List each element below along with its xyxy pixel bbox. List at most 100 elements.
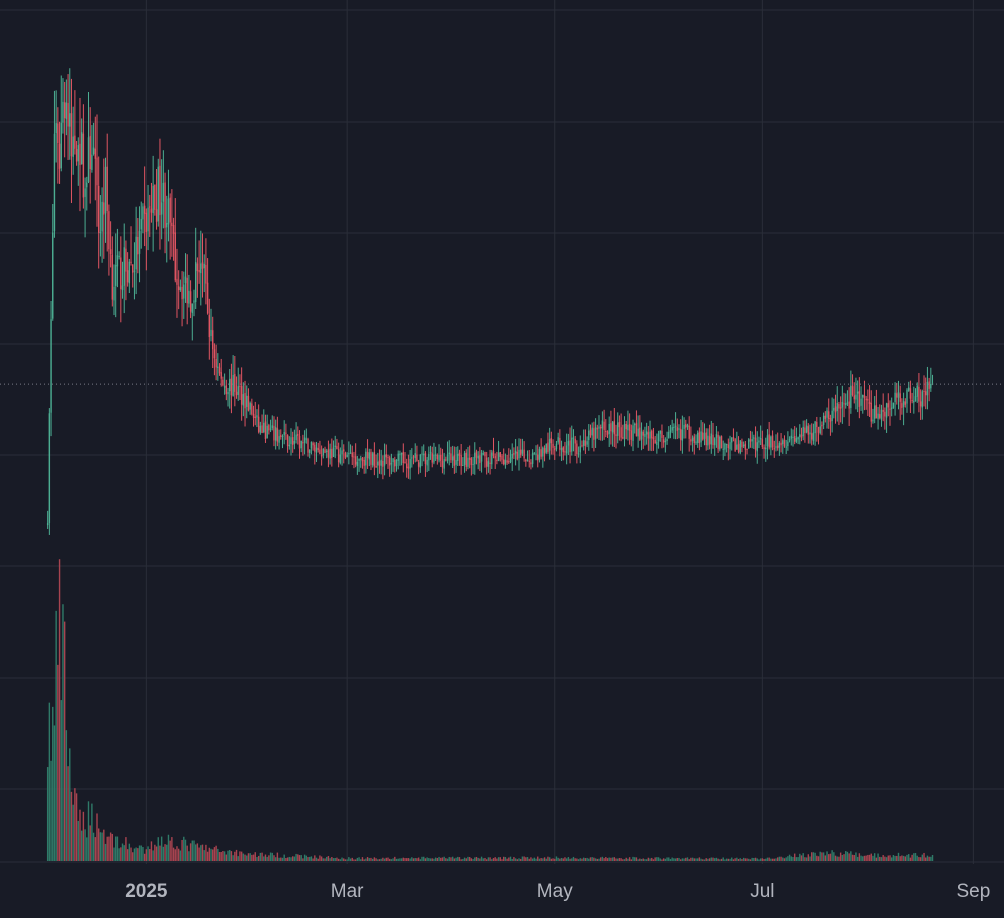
candle-body bbox=[679, 428, 682, 440]
candle-body bbox=[671, 427, 673, 431]
candle-body bbox=[106, 166, 108, 211]
candle-body bbox=[113, 286, 115, 301]
volume-bar bbox=[450, 857, 452, 861]
volume-bar bbox=[237, 856, 239, 861]
volume-bar bbox=[120, 847, 122, 861]
volume-bar bbox=[790, 856, 792, 861]
volume-bar bbox=[87, 801, 90, 861]
volume-bar bbox=[681, 858, 684, 861]
volume-bar bbox=[700, 858, 702, 861]
volume-bar bbox=[664, 858, 667, 861]
candle-body bbox=[196, 263, 199, 272]
candle-body bbox=[906, 389, 908, 404]
volume-bar bbox=[678, 857, 680, 861]
volume-bar bbox=[822, 852, 825, 861]
volume-bar bbox=[305, 855, 308, 861]
candle-body bbox=[406, 463, 408, 469]
volume-bar bbox=[851, 854, 854, 861]
candle-body bbox=[787, 441, 789, 447]
volume-bar bbox=[387, 857, 389, 861]
volume-bar bbox=[92, 832, 95, 861]
volume-bar bbox=[797, 857, 799, 861]
candle-body bbox=[894, 392, 896, 402]
volume-bar bbox=[748, 858, 750, 861]
candle-body bbox=[399, 453, 401, 455]
volume-bar bbox=[428, 858, 430, 861]
candle-body bbox=[862, 394, 864, 398]
volume-bar bbox=[557, 857, 559, 861]
candle-body bbox=[194, 262, 197, 302]
volume-bar bbox=[200, 845, 202, 861]
volume-bar bbox=[771, 858, 774, 861]
candle-body bbox=[642, 431, 644, 436]
volume-bar bbox=[751, 857, 753, 861]
candle-body bbox=[860, 398, 862, 406]
candle-body bbox=[550, 438, 553, 444]
volume-bar bbox=[897, 852, 900, 861]
candle-body bbox=[564, 451, 566, 453]
candle-body bbox=[274, 427, 277, 441]
volume-bar bbox=[729, 858, 731, 861]
volume-bar bbox=[816, 855, 818, 861]
candle-body bbox=[537, 454, 539, 461]
candle-body bbox=[404, 461, 406, 464]
candle-body bbox=[322, 448, 325, 456]
volume-bar bbox=[307, 857, 309, 861]
volume-bar bbox=[145, 849, 148, 861]
candle-body bbox=[450, 453, 452, 461]
candle-body bbox=[411, 457, 413, 459]
x-tick-label-may: May bbox=[537, 881, 573, 902]
candle-body bbox=[625, 423, 627, 430]
candle-body bbox=[700, 431, 702, 443]
candle-body bbox=[930, 383, 932, 389]
volume-bar bbox=[882, 855, 884, 861]
candle-body bbox=[526, 459, 529, 461]
volume-bar bbox=[652, 859, 655, 861]
candle-body bbox=[911, 399, 913, 402]
volume-bar bbox=[596, 858, 598, 861]
candle-body bbox=[286, 434, 289, 446]
volume-bar bbox=[55, 610, 57, 861]
volume-bar bbox=[397, 858, 399, 861]
volume-bar bbox=[579, 858, 581, 861]
volume-bar bbox=[821, 852, 823, 861]
volume-bar bbox=[205, 844, 207, 861]
volume-bar bbox=[99, 832, 102, 861]
volume-bar bbox=[508, 857, 510, 861]
volume-bar bbox=[768, 857, 770, 861]
candle-body bbox=[596, 428, 598, 430]
candle-body bbox=[419, 454, 422, 468]
volume-bar bbox=[455, 857, 457, 861]
candle-body bbox=[613, 420, 616, 435]
volume-bar bbox=[246, 855, 248, 861]
volume-bar bbox=[324, 858, 326, 861]
volume-bar bbox=[467, 856, 469, 861]
volume-bar bbox=[683, 858, 685, 861]
volume-bar bbox=[868, 854, 871, 861]
candle-body bbox=[99, 232, 102, 234]
candle-body bbox=[290, 437, 292, 445]
candle-body bbox=[371, 453, 374, 466]
volume-bar bbox=[411, 857, 413, 861]
volume-bar bbox=[288, 856, 290, 861]
candle-body bbox=[261, 425, 263, 433]
candle-body bbox=[921, 391, 924, 408]
candle-body bbox=[326, 450, 328, 452]
volume-bar bbox=[863, 855, 866, 861]
volume-bar bbox=[705, 858, 707, 861]
candle-body bbox=[138, 230, 141, 254]
volume-bar bbox=[315, 857, 318, 861]
candle-body bbox=[567, 441, 570, 446]
volume-bar bbox=[645, 859, 648, 861]
volume-bar bbox=[52, 706, 54, 861]
volume-bar bbox=[111, 833, 114, 861]
candle-body bbox=[897, 392, 900, 398]
candle-body bbox=[516, 451, 519, 460]
candle-body bbox=[337, 449, 340, 463]
volume-bar bbox=[436, 858, 439, 861]
volume-bar bbox=[714, 858, 716, 861]
volume-bar bbox=[763, 858, 765, 861]
volume-bar bbox=[656, 857, 658, 861]
